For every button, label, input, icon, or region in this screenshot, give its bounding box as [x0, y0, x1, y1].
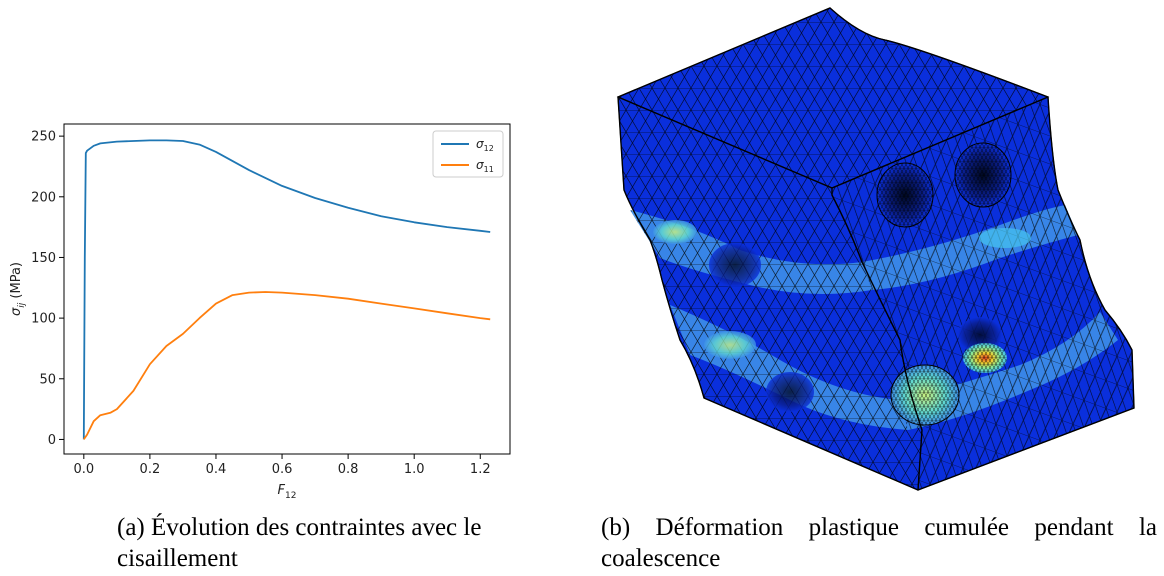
- x-tick-label: 0.8: [338, 462, 359, 477]
- stress-chart: 0.0 0.2 0.4 0.6 0.8 1.0 1.2 0 50 100 150 200 250 F1…: [0, 110, 520, 502]
- series-line-sigma12: [84, 140, 490, 439]
- x-tick-label: 1.0: [404, 462, 425, 477]
- x-tick-label: 0.4: [206, 462, 227, 477]
- x-tick-label: 0.2: [140, 462, 161, 477]
- y-tick-label: 200: [31, 190, 56, 205]
- y-tick-label: 50: [39, 372, 56, 387]
- x-axis-label: F12: [278, 483, 297, 501]
- series-layer: [84, 140, 490, 439]
- y-axis-label: σij (MPa): [9, 262, 27, 316]
- void-front-low: [766, 372, 814, 412]
- caption-figure-b: (b) Déformation plastique cumulée pendan…: [601, 512, 1157, 574]
- strain-zone-front-left: [653, 220, 697, 244]
- x-tick-label: 1.2: [470, 462, 491, 477]
- y-tick-label: 100: [31, 312, 56, 327]
- y-tick-label: 150: [31, 251, 56, 266]
- fem-mesh-illustration: [600, 0, 1160, 500]
- x-tick-label: 0.6: [272, 462, 293, 477]
- strain-zone-front-mid: [704, 331, 756, 359]
- caption-figure-a: (a) Évolution des contraintes avec le ci…: [117, 512, 587, 574]
- x-axis-ticks: 0.0 0.2 0.4 0.6 0.8 1.0 1.2: [73, 454, 490, 477]
- strain-zone-side-upper: [979, 228, 1031, 248]
- legend: σ12 σ11: [433, 131, 503, 177]
- y-tick-label: 250: [31, 130, 56, 145]
- x-tick-label: 0.0: [73, 462, 94, 477]
- series-line-sigma11: [84, 292, 490, 439]
- y-tick-label: 0: [48, 433, 56, 448]
- void-front-mid: [709, 243, 761, 287]
- y-axis-ticks: 0 50 100 150 200 250: [31, 130, 64, 448]
